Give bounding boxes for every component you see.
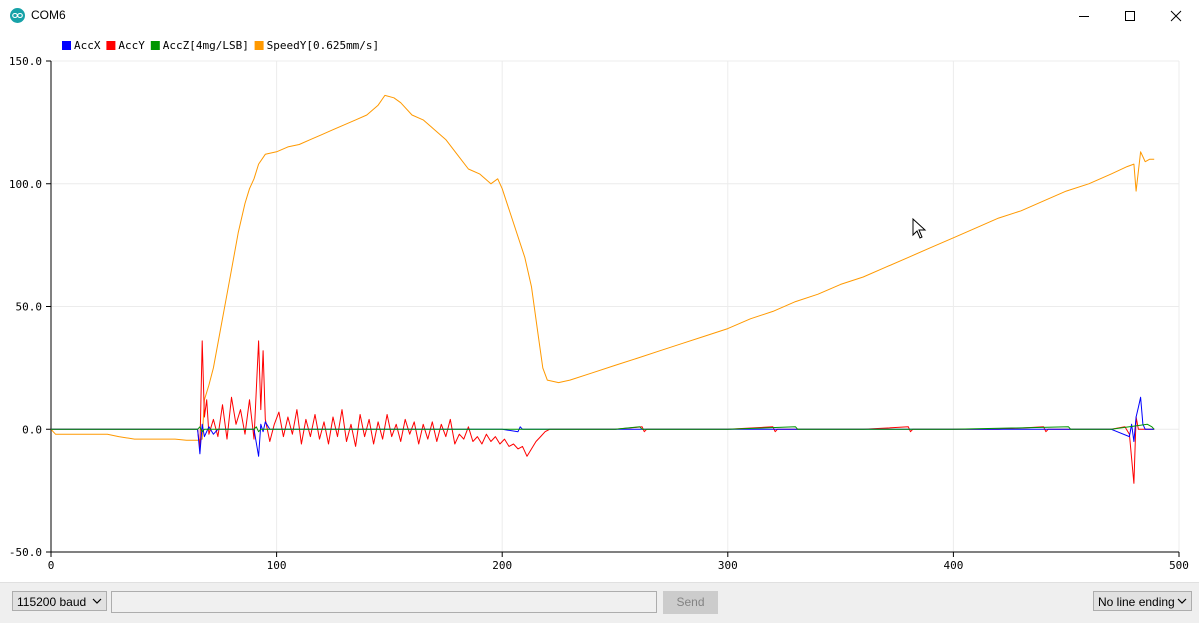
- legend-label: AccY: [118, 39, 145, 52]
- series-line-accz-4mg-lsb: [51, 423, 1155, 433]
- minimize-button[interactable]: [1061, 0, 1107, 31]
- title-bar: COM6: [0, 0, 1199, 31]
- series-line-speedy-0-625mm-s: [50, 94, 1155, 441]
- chevron-down-icon: [1177, 598, 1187, 604]
- chevron-down-icon: [92, 598, 102, 604]
- plot-canvas: -50.0 0.0 50.0 100.0 150.0 0 100 200 300 400 500 A…: [9, 39, 1189, 572]
- mouse-cursor-icon: [912, 217, 927, 239]
- x-tick-label: 200: [492, 559, 512, 572]
- x-tick-label: 100: [267, 559, 287, 572]
- x-tick-label: 400: [943, 559, 963, 572]
- x-tick-label: 500: [1169, 559, 1189, 572]
- serial-input[interactable]: [111, 591, 657, 613]
- series-line-accx: [51, 396, 1155, 457]
- y-tick-label: 50.0: [16, 301, 43, 314]
- y-tick-label: 150.0: [9, 55, 42, 68]
- legend-label: SpeedY[0.625mm/s]: [267, 39, 380, 52]
- legend-swatch: [150, 41, 160, 50]
- arduino-icon: [10, 8, 25, 23]
- legend-label: AccX: [74, 39, 101, 52]
- baud-rate-value: 115200 baud: [17, 595, 87, 609]
- legend-swatch: [106, 41, 116, 50]
- legend-swatch: [62, 41, 71, 50]
- bottom-toolbar: 115200 baud Send No line ending: [0, 582, 1199, 623]
- maximize-icon: [1125, 11, 1135, 21]
- series-line-accy: [51, 340, 1155, 484]
- x-tick-label: 0: [48, 559, 55, 572]
- serial-plotter: -50.0 0.0 50.0 100.0 150.0 0 100 200 300 400 500 A…: [0, 31, 1199, 582]
- y-tick-label: 100.0: [9, 178, 42, 191]
- x-tick-label: 300: [718, 559, 738, 572]
- maximize-button[interactable]: [1107, 0, 1153, 31]
- legend-swatch: [254, 41, 264, 50]
- close-button[interactable]: [1153, 0, 1199, 31]
- window-title: COM6: [31, 8, 66, 22]
- baud-rate-select[interactable]: 115200 baud: [12, 591, 107, 611]
- line-ending-value: No line ending: [1098, 595, 1175, 609]
- send-button[interactable]: Send: [663, 591, 718, 614]
- minimize-icon: [1079, 16, 1089, 17]
- y-tick-label: -50.0: [9, 546, 42, 559]
- legend-label: AccZ[4mg/LSB]: [163, 39, 249, 52]
- close-icon: [1170, 10, 1182, 22]
- line-ending-select[interactable]: No line ending: [1093, 591, 1192, 611]
- y-tick-label: 0.0: [22, 423, 42, 436]
